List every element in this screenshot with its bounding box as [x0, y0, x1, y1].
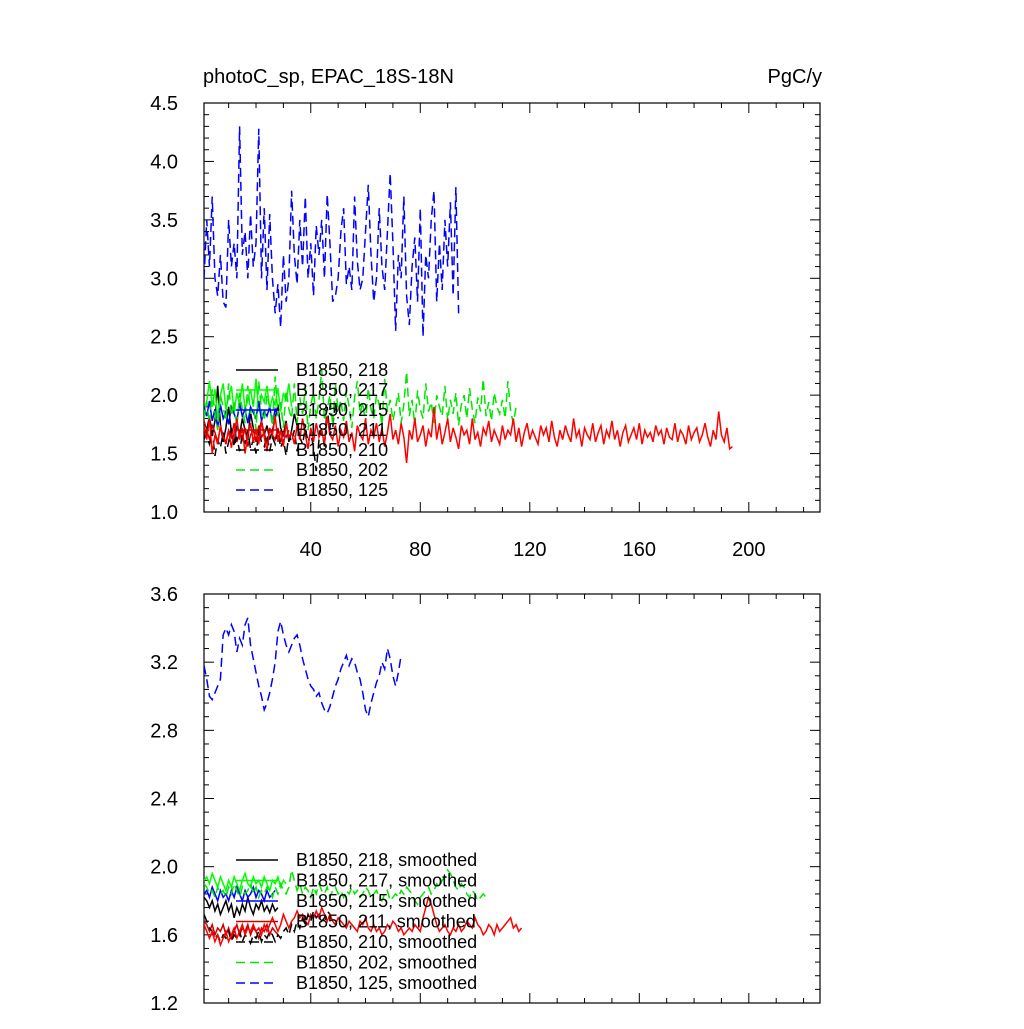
series-group [204, 126, 733, 472]
legend-label: B1850, 211 [296, 420, 387, 440]
series-line [204, 617, 402, 720]
y-tick-label: 3.5 [150, 210, 178, 232]
series-line [204, 884, 276, 904]
legend-label: B1850, 202 [296, 460, 388, 480]
plot-frame [203, 102, 821, 513]
series-group [204, 617, 523, 948]
y-tick-label: 3.0 [150, 268, 178, 290]
series-line [204, 406, 733, 463]
chart-units: PgC/y [768, 66, 822, 88]
legend-label: B1850, 215 [296, 400, 388, 420]
x-tick-label: 200 [732, 539, 765, 561]
legend-label: B1850, 217, smoothed [296, 871, 477, 891]
y-tick-label: 2.0 [150, 385, 178, 407]
legend-label: B1850, 210, smoothed [296, 932, 477, 952]
y-tick-label: 4.5 [150, 93, 178, 115]
series-line [204, 400, 339, 472]
legend-label: B1850, 217 [296, 380, 388, 400]
y-tick-label: 2.5 [150, 327, 178, 349]
chart-title: photoC_sp, EPAC_18S-18N [203, 66, 454, 88]
y-tick-label: 1.0 [150, 502, 178, 524]
y-tick-label: 2.4 [150, 789, 178, 811]
series-line [204, 896, 279, 918]
legend-label: B1850, 218 [296, 360, 388, 380]
bottom-panel: 1.2 1.6 2.0 2.4 2.8 3.2 3.6 B1850, 218, smoothe… [150, 584, 821, 1015]
series-line [204, 871, 287, 893]
series-line [204, 894, 523, 948]
y-tick-label: 2.0 [150, 857, 178, 879]
y-tick-label: 3.2 [150, 652, 178, 674]
y-tick-label: 4.0 [150, 151, 178, 173]
top-panel: 1.0 1.5 2.0 2.5 3.0 3.5 4.0 4.5 40 80 120 160 200 B18… [150, 93, 821, 561]
y-tick-label: 2.8 [150, 720, 178, 742]
legend-label: B1850, 125 [296, 480, 388, 500]
y-tick-label: 1.6 [150, 925, 178, 947]
legend-label: B1850, 215, smoothed [296, 891, 477, 911]
y-tick-label: 3.6 [150, 584, 178, 606]
x-tick-label: 160 [623, 539, 656, 561]
series-line [204, 908, 331, 946]
y-tick-label: 1.2 [150, 993, 178, 1015]
x-tick-label: 120 [513, 539, 546, 561]
legend-label: B1850, 211, smoothed [296, 912, 476, 932]
x-tick-label: 80 [409, 539, 431, 561]
legend-label: B1850, 125, smoothed [296, 973, 477, 993]
series-line [204, 126, 460, 337]
legend-label: B1850, 210 [296, 440, 388, 460]
y-tick-label: 1.5 [150, 444, 178, 466]
legend-label: B1850, 202, smoothed [296, 953, 477, 973]
legend-label: B1850, 218, smoothed [296, 850, 477, 870]
x-tick-label: 40 [300, 539, 322, 561]
series-line [204, 868, 487, 906]
